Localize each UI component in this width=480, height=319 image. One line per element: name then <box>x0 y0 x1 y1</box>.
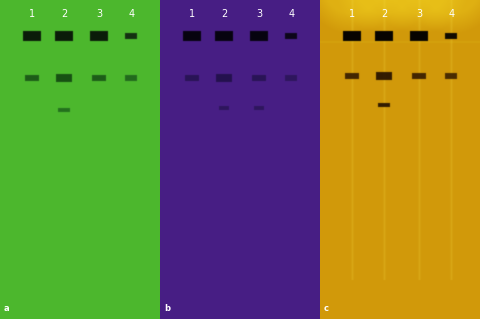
Text: a: a <box>4 304 10 313</box>
Text: c: c <box>324 304 329 313</box>
Text: 2: 2 <box>61 9 67 19</box>
Text: 4: 4 <box>128 9 134 19</box>
Text: 1: 1 <box>189 9 195 19</box>
Text: 1: 1 <box>29 9 35 19</box>
Text: 4: 4 <box>448 9 454 19</box>
Text: 2: 2 <box>381 9 387 19</box>
Text: 3: 3 <box>416 9 422 19</box>
Text: b: b <box>164 304 170 313</box>
Text: 3: 3 <box>256 9 262 19</box>
Text: 4: 4 <box>288 9 294 19</box>
Text: 1: 1 <box>349 9 355 19</box>
Text: 3: 3 <box>96 9 102 19</box>
Text: 2: 2 <box>221 9 227 19</box>
